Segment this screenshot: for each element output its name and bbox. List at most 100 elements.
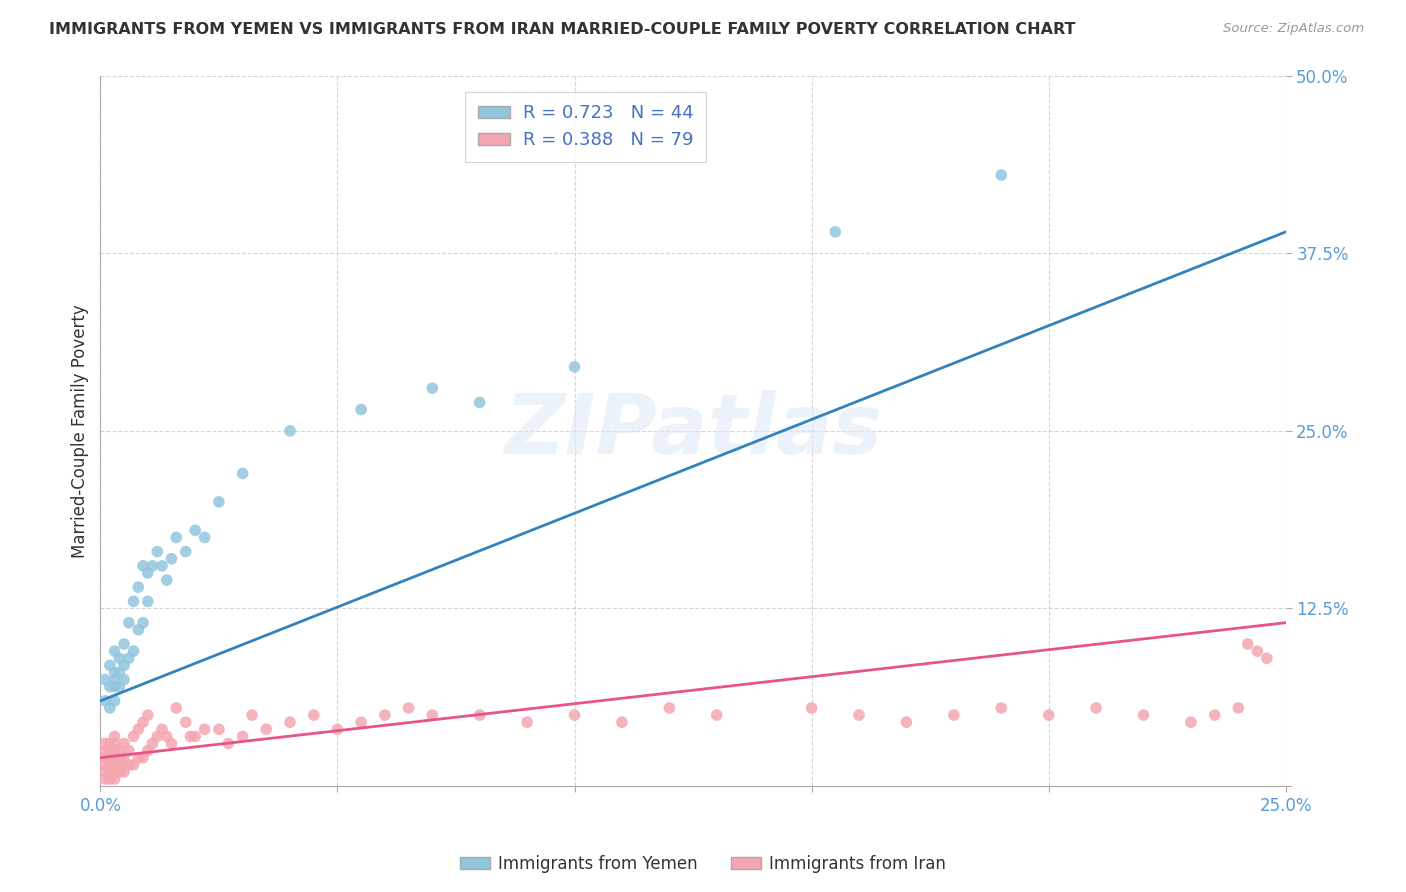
Point (174, 715, 197, 730)
Point (896, 715, 918, 730)
Point (146, 730, 169, 744)
Point (278, 715, 301, 730)
Point (108, 757, 131, 772)
Point (132, 558, 155, 573)
Point (103, 665, 125, 680)
Point (800, 701, 823, 715)
Point (468, 395, 491, 409)
Point (108, 743, 131, 757)
Point (136, 594, 159, 608)
Point (112, 658, 135, 673)
Point (103, 743, 125, 757)
Point (516, 715, 538, 730)
Point (150, 558, 173, 573)
Point (103, 694, 125, 708)
Point (103, 737, 125, 751)
Point (232, 467, 254, 481)
Point (374, 708, 396, 723)
Point (150, 723, 173, 737)
Y-axis label: Married-Couple Family Poverty: Married-Couple Family Poverty (72, 304, 89, 558)
Point (112, 750, 135, 764)
Point (1256, 651, 1278, 665)
Point (179, 730, 201, 744)
Point (165, 701, 187, 715)
Point (98, 743, 121, 757)
Point (1204, 708, 1226, 723)
Point (194, 723, 217, 737)
Point (98, 680, 121, 694)
Point (254, 723, 277, 737)
Point (1227, 701, 1250, 715)
Point (103, 673, 125, 687)
Point (420, 381, 443, 395)
Point (132, 615, 155, 630)
Point (1132, 708, 1154, 723)
Point (146, 544, 169, 558)
Legend: R = 0.723   N = 44, R = 0.388   N = 79: R = 0.723 N = 44, R = 0.388 N = 79 (465, 92, 706, 162)
Point (108, 764, 131, 779)
Point (136, 743, 159, 757)
Point (122, 594, 145, 608)
Point (217, 737, 239, 751)
Point (118, 651, 141, 665)
Point (94, 673, 117, 687)
Point (706, 708, 728, 723)
Point (103, 644, 125, 658)
Point (127, 750, 149, 764)
Point (420, 708, 443, 723)
Point (112, 673, 135, 687)
Point (990, 168, 1012, 182)
Point (240, 708, 263, 723)
Point (98, 750, 121, 764)
Point (942, 708, 965, 723)
Point (94, 772, 117, 786)
Point (350, 715, 373, 730)
Point (208, 723, 231, 737)
Point (184, 524, 207, 538)
Point (103, 680, 125, 694)
Text: IMMIGRANTS FROM YEMEN VS IMMIGRANTS FROM IRAN MARRIED-COUPLE FAMILY POVERTY CORR: IMMIGRANTS FROM YEMEN VS IMMIGRANTS FROM… (49, 22, 1076, 37)
Point (194, 530, 217, 544)
Point (132, 750, 155, 764)
Point (658, 701, 681, 715)
Point (141, 558, 163, 573)
Point (136, 566, 159, 580)
Point (118, 615, 141, 630)
Point (122, 730, 145, 744)
Point (118, 757, 141, 772)
Point (165, 530, 187, 544)
Point (122, 757, 145, 772)
Point (94, 737, 117, 751)
Point (564, 359, 586, 374)
Point (127, 723, 149, 737)
Point (112, 737, 135, 751)
Point (112, 637, 135, 651)
Point (232, 730, 254, 744)
Point (112, 757, 135, 772)
Point (1085, 701, 1108, 715)
Point (118, 743, 141, 757)
Point (108, 750, 131, 764)
Point (103, 757, 125, 772)
Point (127, 580, 149, 594)
Point (98, 737, 121, 751)
Legend: Immigrants from Yemen, Immigrants from Iran: Immigrants from Yemen, Immigrants from I… (453, 848, 953, 880)
Point (103, 764, 125, 779)
Point (160, 737, 183, 751)
Text: Source: ZipAtlas.com: Source: ZipAtlas.com (1223, 22, 1364, 36)
Point (160, 551, 183, 566)
Point (564, 708, 586, 723)
Point (1038, 708, 1060, 723)
Point (824, 225, 846, 239)
Point (141, 737, 163, 751)
Point (136, 708, 159, 723)
Point (127, 623, 149, 637)
Point (98, 757, 121, 772)
Point (302, 708, 325, 723)
Point (98, 658, 121, 673)
Point (174, 544, 197, 558)
Point (278, 424, 301, 438)
Point (108, 680, 131, 694)
Point (108, 651, 131, 665)
Point (1237, 637, 1260, 651)
